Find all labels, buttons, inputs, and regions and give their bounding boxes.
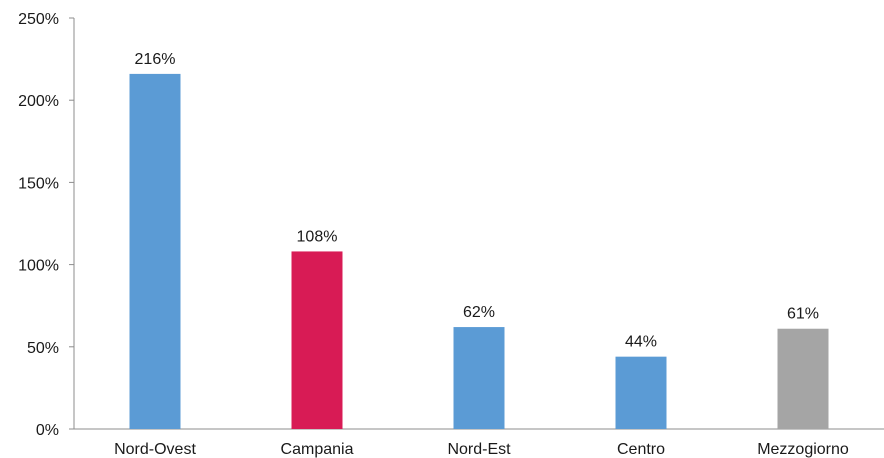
x-tick-label: Nord-Ovest xyxy=(114,441,196,458)
y-tick-label: 50% xyxy=(27,340,59,357)
x-tick-label: Campania xyxy=(281,441,354,458)
data-label: 44% xyxy=(625,334,657,351)
y-tick-label: 250% xyxy=(18,11,59,28)
x-axis: Nord-Ovest Campania Nord-Est Centro Mezzogio… xyxy=(74,428,884,458)
data-label: 108% xyxy=(297,228,338,245)
x-tick-label: Centro xyxy=(617,441,665,458)
data-label: 62% xyxy=(463,304,495,321)
data-label: 61% xyxy=(787,306,819,323)
y-tick-label: 100% xyxy=(18,258,59,275)
y-tick-label: 200% xyxy=(18,93,59,110)
bar xyxy=(129,73,181,430)
bars xyxy=(129,73,829,430)
bar xyxy=(291,251,343,429)
x-tick-label: Mezzogiorno xyxy=(757,441,849,458)
bar xyxy=(615,356,667,429)
x-tick-label: Nord-Est xyxy=(447,441,511,458)
y-axis: 0% 50% 100% 150% 200% 250% xyxy=(18,11,75,439)
bar xyxy=(453,327,505,429)
data-label: 216% xyxy=(135,51,176,68)
y-tick-label: 0% xyxy=(36,422,59,439)
bar xyxy=(777,328,829,429)
data-labels: 216% 108% 62% 44% 61% xyxy=(135,51,819,351)
y-tick-label: 150% xyxy=(18,175,59,192)
